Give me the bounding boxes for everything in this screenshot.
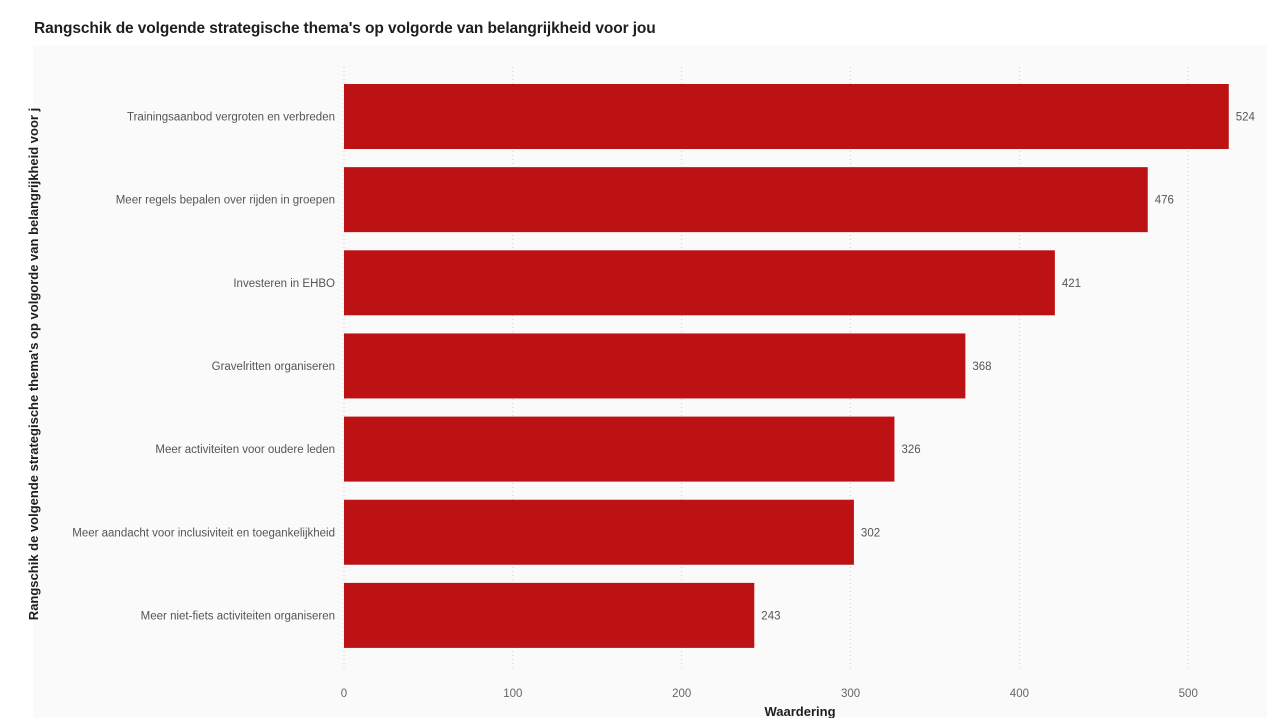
data-label: 302 [861, 527, 880, 539]
x-tick-label: 200 [672, 688, 691, 700]
x-tick-label: 300 [841, 688, 860, 700]
data-label: 421 [1062, 278, 1081, 290]
x-tick-label: 100 [503, 688, 522, 700]
bar[interactable] [344, 499, 854, 565]
bar[interactable] [344, 582, 755, 648]
labels: 0 100 200 300 400 500 Trainingsaanbod vergrote… [72, 112, 1255, 701]
category-label: Investeren in EHBO [233, 278, 335, 290]
data-label: 243 [761, 610, 780, 622]
y-axis-title: Rangschik de volgende strategische thema… [26, 108, 41, 620]
x-axis-title: Waardering [764, 704, 835, 718]
category-label: Meer niet-fiets activiteiten organiseren [141, 610, 335, 622]
x-tick-label: 400 [1010, 688, 1029, 700]
bar[interactable] [344, 250, 1055, 316]
category-label: Meer regels bepalen over rijden in groep… [116, 195, 335, 207]
data-label: 476 [1155, 195, 1174, 207]
bar[interactable] [344, 167, 1148, 233]
category-label: Trainingsaanbod vergroten en verbreden [127, 112, 335, 124]
data-label: 524 [1236, 112, 1256, 124]
category-label: Gravelritten organiseren [212, 361, 335, 373]
category-label: Meer aandacht voor inclusiviteit en toeg… [72, 527, 335, 539]
bar[interactable] [344, 416, 895, 482]
data-label: 368 [972, 361, 991, 373]
bars [344, 84, 1229, 648]
data-label: 326 [901, 444, 920, 456]
x-tick-label: 0 [341, 688, 347, 700]
category-label: Meer activiteiten voor oudere leden [155, 444, 335, 456]
bar[interactable] [344, 333, 966, 399]
x-tick-label: 500 [1179, 688, 1198, 700]
bar[interactable] [344, 84, 1229, 149]
chart-title: Rangschik de volgende strategische thema… [34, 20, 656, 37]
